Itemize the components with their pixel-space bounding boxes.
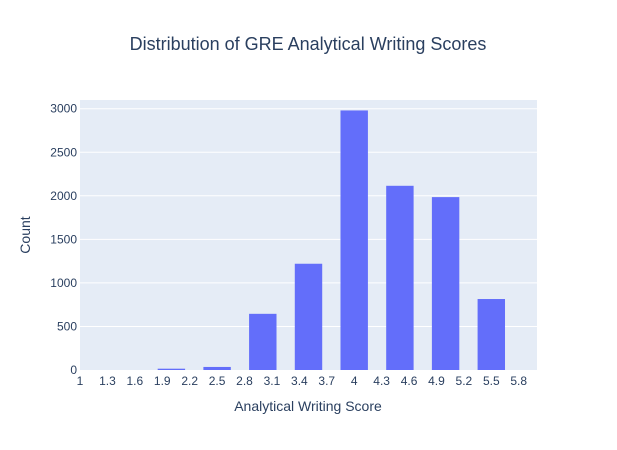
- x-tick-label: 4.6: [401, 374, 418, 388]
- bars: [157, 110, 506, 371]
- x-tick-label: 2.5: [209, 374, 226, 388]
- x-tick-label: 1.3: [99, 374, 116, 388]
- x-tick-label: 1: [77, 374, 84, 388]
- x-tick-label: 5.2: [456, 374, 473, 388]
- y-tick-label: 1500: [50, 232, 77, 246]
- x-tick-label: 2.8: [236, 374, 253, 388]
- x-tick-label: 1.6: [126, 374, 143, 388]
- bar: [340, 110, 368, 371]
- x-tick-label: 4.3: [373, 374, 390, 388]
- y-tick-label: 0: [70, 363, 77, 377]
- chart-title: Distribution of GRE Analytical Writing S…: [130, 34, 487, 54]
- bar: [431, 197, 460, 370]
- x-axis-ticks: 1 1.3 1.6 1.9 2.2 2.5 2.8 3.1 3.4 3.7 4 4.3 4.6 4.9 5.…: [77, 374, 528, 388]
- x-tick-label: 5.5: [483, 374, 500, 388]
- y-tick-label: 2500: [50, 145, 77, 159]
- x-tick-label: 4: [351, 374, 358, 388]
- y-tick-label: 500: [57, 319, 77, 333]
- x-tick-label: 2.2: [181, 374, 198, 388]
- bar: [294, 263, 323, 370]
- x-tick-label: 1.9: [154, 374, 171, 388]
- bar: [157, 368, 186, 370]
- x-tick-label: 4.9: [428, 374, 445, 388]
- y-tick-label: 1000: [50, 276, 77, 290]
- y-tick-label: 3000: [50, 102, 77, 116]
- x-tick-label: 5.8: [510, 374, 527, 388]
- x-axis-title: Analytical Writing Score: [234, 398, 382, 414]
- y-tick-label: 2000: [50, 189, 77, 203]
- bar: [477, 299, 506, 370]
- bar: [203, 366, 231, 370]
- y-axis-ticks: 0 500 1000 1500 2000 2500 3000: [50, 102, 77, 377]
- x-tick-label: 3.4: [291, 374, 308, 388]
- x-tick-label: 3.1: [264, 374, 281, 388]
- bar: [386, 185, 414, 370]
- x-tick-label: 3.7: [318, 374, 335, 388]
- bar: [249, 313, 277, 370]
- y-axis-title: Count: [17, 216, 33, 253]
